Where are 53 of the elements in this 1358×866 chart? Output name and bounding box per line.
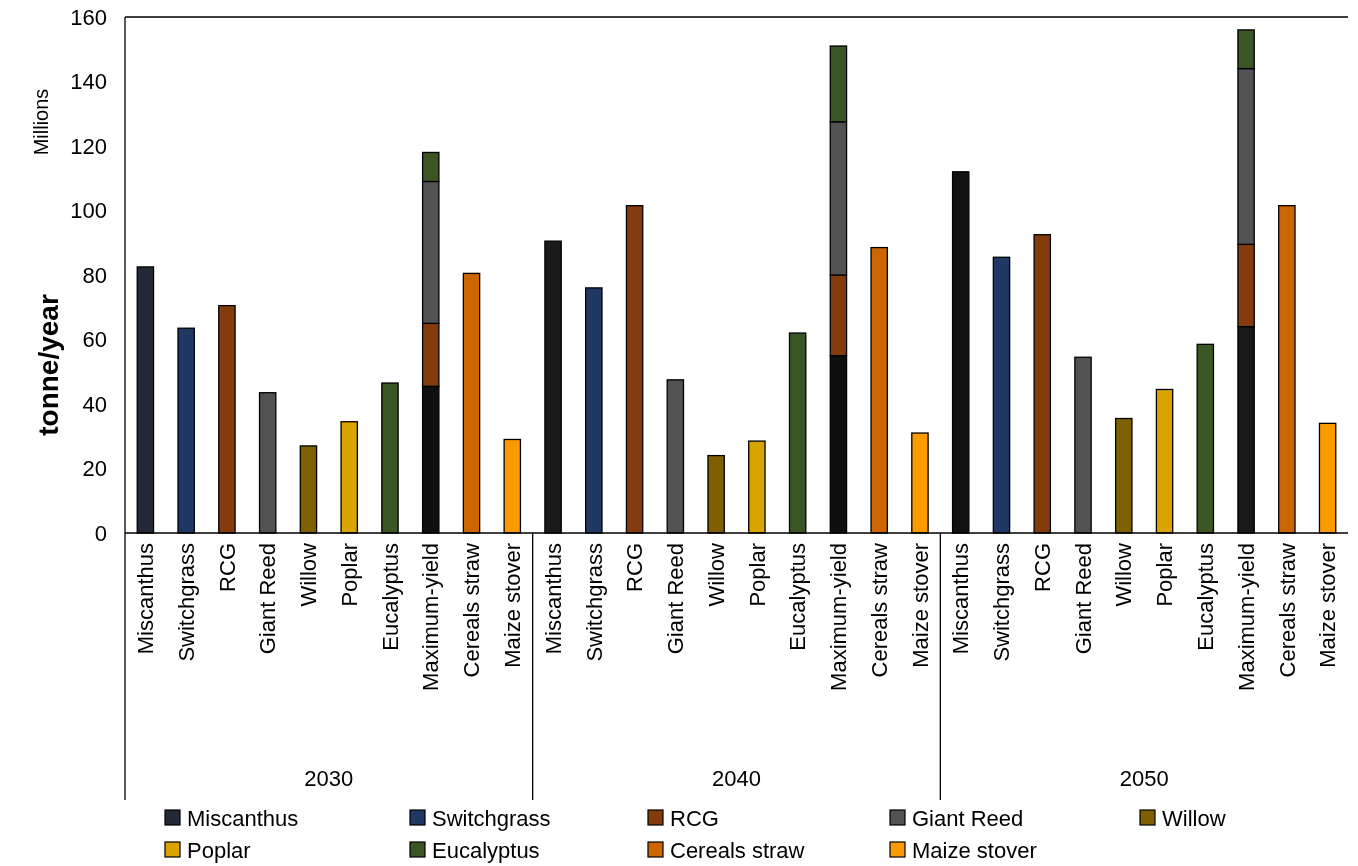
x-tick-label: Giant Reed xyxy=(255,543,281,655)
x-tick-label: Eucalyptus xyxy=(1193,543,1219,651)
x-tick-label: Willow xyxy=(1111,542,1137,607)
x-tick-label: Cereals straw xyxy=(866,542,892,678)
y-tick-label: 60 xyxy=(82,327,107,353)
x-tick-label: Maximum-yield xyxy=(1233,543,1259,691)
y-tick-label: 100 xyxy=(70,198,107,224)
legend-label: RCG xyxy=(670,805,719,831)
x-tick-label: Switchgrass xyxy=(173,543,199,662)
y-axis-title: tonne/year xyxy=(32,294,64,436)
x-tick-label: Poplar xyxy=(1152,543,1178,607)
x-tick-label: Willow xyxy=(296,542,322,607)
y-tick-label: 80 xyxy=(82,262,107,288)
x-tick-label: Switchgrass xyxy=(581,543,607,662)
legend-label: Willow xyxy=(1162,805,1226,831)
text: 2050 xyxy=(1119,766,1169,791)
x-tick-label: RCG xyxy=(1029,543,1055,592)
x-tick-label: Maximum-yield xyxy=(826,543,852,691)
legend-label: Maize stover xyxy=(912,837,1037,863)
legend-label: Poplar xyxy=(187,837,251,863)
legend-label: Switchgrass xyxy=(432,805,551,831)
legend-label: Miscanthus xyxy=(187,805,299,831)
x-tick-label: Poplar xyxy=(744,543,770,607)
y-tick-label: 0 xyxy=(94,520,107,546)
legend-label: Eucalyptus xyxy=(432,837,540,863)
x-tick-label: Miscanthus xyxy=(540,543,566,655)
legend-label: Cereals straw xyxy=(670,837,805,863)
x-tick-label: Eucalyptus xyxy=(377,543,403,651)
text: 2030 xyxy=(304,766,354,791)
y-tick-label: 160 xyxy=(70,4,107,30)
legend-label: Giant Reed xyxy=(912,805,1024,831)
x-tick-label: RCG xyxy=(622,543,648,592)
x-tick-label: Eucalyptus xyxy=(785,543,811,651)
x-tick-label: Maize stover xyxy=(907,543,933,668)
y-tick-label: 40 xyxy=(82,391,107,417)
x-tick-label: Maize stover xyxy=(1315,543,1341,668)
x-tick-label: Maize stover xyxy=(499,543,525,668)
x-tick-label: Giant Reed xyxy=(1070,543,1096,655)
x-tick-label: Willow xyxy=(703,542,729,607)
x-tick-label: Cereals straw xyxy=(1274,542,1300,678)
y-tick-label: 120 xyxy=(70,133,107,159)
x-tick-label: Cereals straw xyxy=(459,542,485,678)
text: Millions xyxy=(30,88,52,156)
y-tick-label: 20 xyxy=(82,456,107,482)
x-tick-label: Miscanthus xyxy=(133,543,159,655)
x-tick-label: Switchgrass xyxy=(989,543,1015,662)
x-tick-label: RCG xyxy=(214,543,240,592)
x-tick-label: Giant Reed xyxy=(663,543,689,655)
x-tick-label: Poplar xyxy=(336,543,362,607)
x-tick-label: Maximum-yield xyxy=(418,543,444,691)
x-tick-label: Miscanthus xyxy=(948,543,974,655)
text: 2040 xyxy=(712,766,761,791)
y-tick-label: 140 xyxy=(70,69,107,95)
